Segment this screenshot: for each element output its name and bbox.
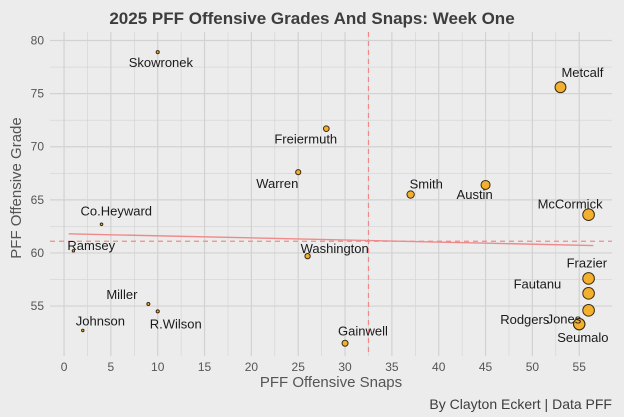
reference-lines bbox=[50, 32, 612, 356]
x-tick-label: 40 bbox=[432, 360, 446, 374]
data-point bbox=[341, 339, 349, 347]
x-tick-label: 5 bbox=[108, 360, 115, 374]
point-label: Warren bbox=[256, 176, 298, 191]
x-axis-ticks: 0 5 10 15 20 25 30 35 40 45 50 55 bbox=[61, 360, 587, 374]
data-point bbox=[81, 328, 85, 333]
x-tick-label: 45 bbox=[479, 360, 493, 374]
point-label: Seumalo bbox=[557, 330, 608, 345]
point-label: Johnson bbox=[76, 314, 125, 329]
data-point bbox=[99, 222, 104, 227]
data-points bbox=[71, 50, 595, 347]
x-tick-label: 55 bbox=[573, 360, 587, 374]
trend-line bbox=[68, 233, 594, 247]
point-label: Miller bbox=[106, 287, 138, 302]
point-label: Smith bbox=[410, 177, 443, 192]
data-point bbox=[582, 208, 595, 222]
trend-line-group bbox=[68, 233, 594, 247]
point-label: Frazier bbox=[567, 255, 608, 270]
point-label: Rodgers bbox=[500, 312, 550, 327]
y-tick-label: 70 bbox=[31, 140, 45, 154]
data-point bbox=[582, 304, 595, 317]
point-label: Co.Heyward bbox=[81, 203, 153, 218]
point-labels: Skowronek Metcalf Freiermuth Warren Smith Aus… bbox=[67, 55, 608, 345]
chart-title: 2025 PFF Offensive Grades And Snaps: Wee… bbox=[109, 9, 514, 28]
y-axis-title: PFF Offensive Grade bbox=[8, 117, 25, 258]
point-label: Austin bbox=[457, 187, 493, 202]
data-point bbox=[155, 50, 160, 55]
y-tick-label: 75 bbox=[31, 87, 45, 101]
data-point bbox=[146, 301, 151, 306]
x-axis-title: PFF Offensive Snaps bbox=[260, 374, 402, 391]
y-tick-label: 55 bbox=[31, 299, 45, 313]
point-label: Washington bbox=[301, 241, 369, 256]
data-point bbox=[304, 252, 311, 260]
data-point bbox=[554, 81, 567, 94]
data-point bbox=[155, 309, 160, 314]
point-label: Skowronek bbox=[129, 55, 194, 70]
y-tick-label: 65 bbox=[31, 193, 45, 207]
point-label: Ramsey bbox=[67, 238, 115, 253]
point-label: Freiermuth bbox=[274, 132, 337, 147]
x-tick-label: 35 bbox=[385, 360, 399, 374]
point-label: Jones bbox=[547, 311, 582, 326]
point-label: Metcalf bbox=[561, 65, 603, 80]
x-tick-label: 10 bbox=[151, 360, 165, 374]
data-point bbox=[582, 287, 595, 300]
x-tick-label: 15 bbox=[198, 360, 212, 374]
data-point bbox=[573, 317, 586, 331]
data-point bbox=[406, 190, 415, 199]
point-label: Fautanu bbox=[514, 276, 562, 291]
data-point bbox=[582, 272, 595, 285]
x-tick-label: 50 bbox=[526, 360, 540, 374]
y-axis-ticks: 55 60 65 70 75 80 bbox=[31, 33, 45, 313]
point-label: R.Wilson bbox=[150, 316, 202, 331]
data-point bbox=[71, 249, 76, 253]
point-label: McCormick bbox=[538, 197, 603, 212]
data-point bbox=[295, 169, 302, 176]
x-tick-label: 25 bbox=[292, 360, 306, 374]
grid-lines bbox=[50, 32, 612, 356]
y-tick-label: 80 bbox=[31, 33, 45, 47]
x-tick-label: 20 bbox=[245, 360, 259, 374]
x-tick-label: 30 bbox=[338, 360, 352, 374]
x-tick-label: 0 bbox=[61, 360, 68, 374]
caption: By Clayton Eckert | Data PFF bbox=[429, 396, 612, 412]
y-tick-label: 60 bbox=[31, 246, 45, 260]
data-point bbox=[322, 125, 330, 132]
data-point bbox=[480, 179, 491, 190]
point-label: Gainwell bbox=[338, 323, 388, 338]
